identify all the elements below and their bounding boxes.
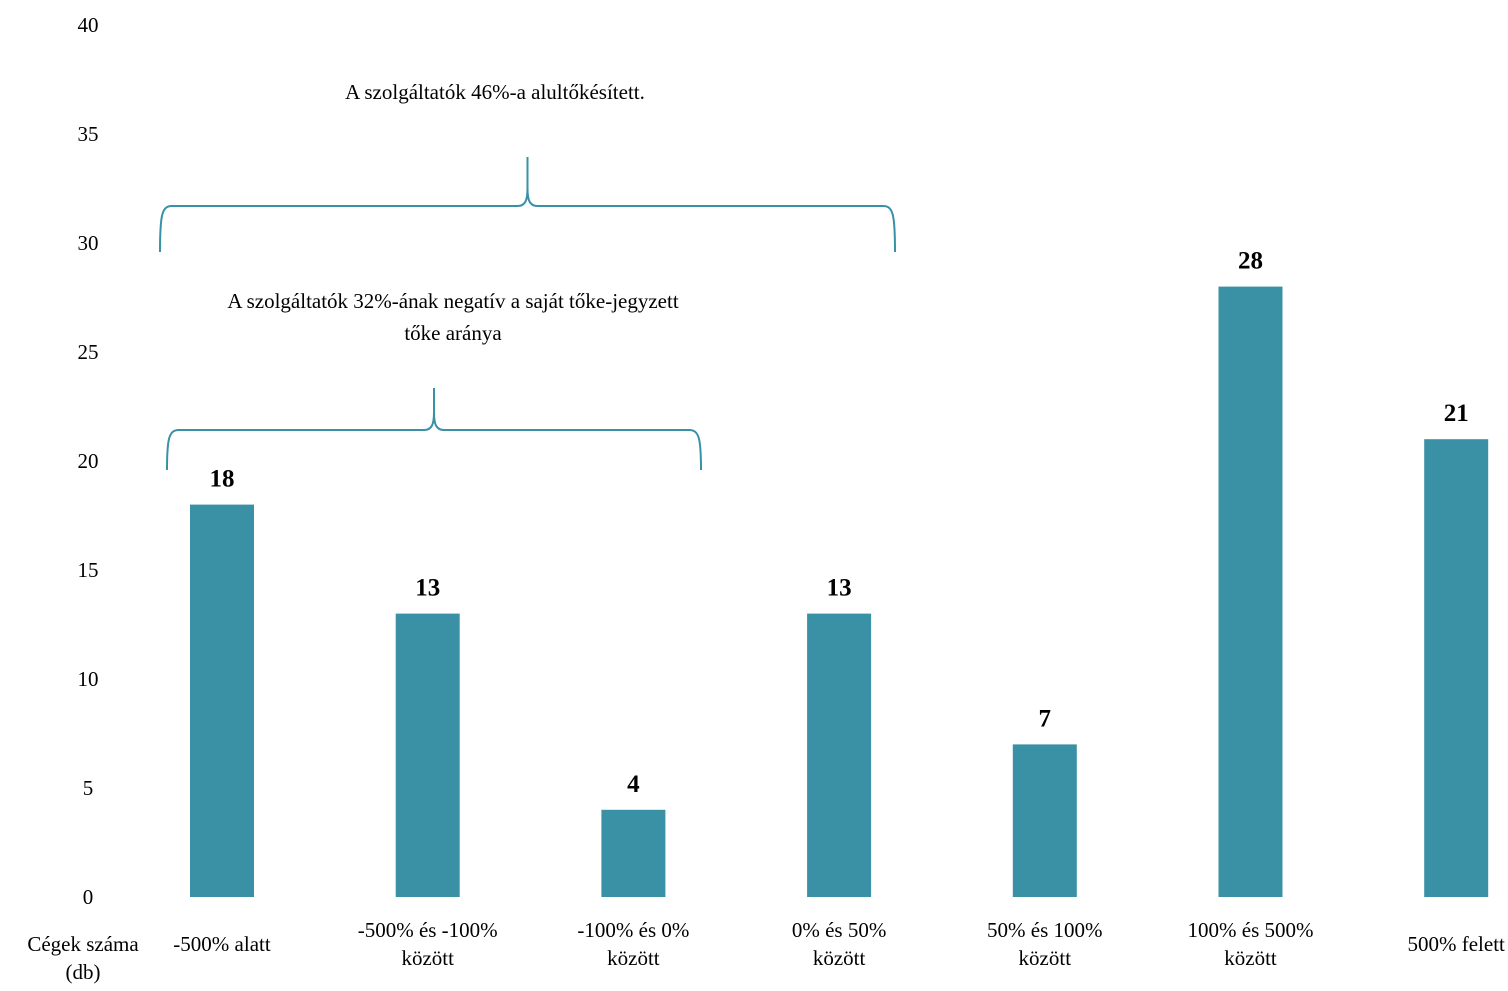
y-tick-label: 30 xyxy=(78,231,99,255)
y-tick-label: 20 xyxy=(78,449,99,473)
annotation-text: tőke aránya xyxy=(404,321,502,345)
category-label: -500% alatt xyxy=(173,932,271,956)
bars xyxy=(190,286,1489,898)
category-label: 0% és 50% xyxy=(792,918,886,942)
category-label: között xyxy=(813,946,866,970)
bar-value-label: 18 xyxy=(210,466,235,493)
y-tick-label: 0 xyxy=(83,885,94,909)
annotation-text: A szolgáltatók 32%-ának negatív a saját … xyxy=(227,289,679,313)
bar-value-label: 4 xyxy=(627,771,640,798)
category-label: között xyxy=(1224,946,1277,970)
bar-value-label: 28 xyxy=(1238,248,1263,275)
category-label: között xyxy=(607,946,660,970)
y-axis-ticks: 0 5 10 15 20 25 30 35 40 xyxy=(78,13,99,909)
y-tick-label: 15 xyxy=(78,558,99,582)
bar xyxy=(807,613,872,897)
y-tick-label: 35 xyxy=(78,122,99,146)
bar-value-label: 21 xyxy=(1444,400,1469,427)
category-label: -100% és 0% xyxy=(577,918,689,942)
annotation-text: A szolgáltatók 46%-a alultőkésített. xyxy=(345,80,645,104)
bar-value-label: 7 xyxy=(1039,705,1052,732)
y-tick-label: 5 xyxy=(83,776,94,800)
category-labels: -500% alatt -500% és -100% között -100% és … xyxy=(173,918,1505,970)
bar xyxy=(1218,286,1283,898)
category-label: 100% és 500% xyxy=(1188,918,1314,942)
category-label: 500% felett xyxy=(1408,932,1506,956)
bar xyxy=(395,613,460,897)
category-label: között xyxy=(401,946,454,970)
category-label: -500% és -100% xyxy=(358,918,498,942)
category-label: között xyxy=(1019,946,1072,970)
y-tick-label: 25 xyxy=(78,340,99,364)
bar xyxy=(1012,744,1077,897)
y-tick-label: 10 xyxy=(78,667,99,691)
bar-value-label: 13 xyxy=(827,575,852,602)
bar xyxy=(1424,439,1489,897)
bar xyxy=(601,809,666,897)
annotations: A szolgáltatók 46%-a alultőkésített. A sz… xyxy=(159,80,896,471)
y-axis-label: Cégek száma (db) xyxy=(27,932,139,984)
category-label: 50% és 100% xyxy=(987,918,1102,942)
annotation-brace xyxy=(159,157,896,253)
y-axis-label-line: Cégek száma xyxy=(27,932,139,956)
annotation-brace xyxy=(166,388,702,471)
y-axis-label-line: (db) xyxy=(66,960,101,984)
bar xyxy=(190,504,254,897)
y-tick-label: 40 xyxy=(78,13,99,37)
value-labels: 18 13 4 13 7 28 21 xyxy=(210,248,1469,798)
bar-value-label: 13 xyxy=(415,575,440,602)
